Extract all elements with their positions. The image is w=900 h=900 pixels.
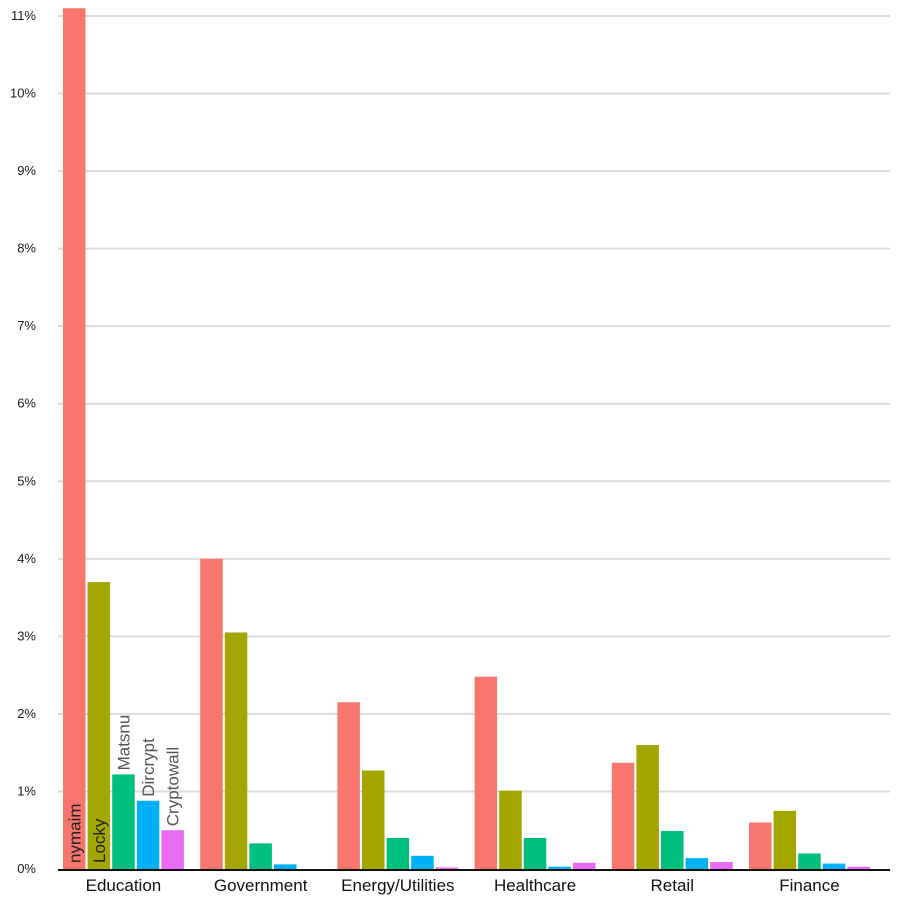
bar-cryptowall-energy-utilities (435, 867, 459, 869)
y-tick-label: 2% (17, 706, 36, 721)
bar-dircrypt-retail (685, 858, 709, 869)
bar-nymaim-healthcare (474, 676, 498, 869)
bar-dircrypt-education (136, 800, 160, 869)
y-tick-label: 1% (17, 783, 36, 798)
y-tick-label: 11% (11, 8, 36, 23)
y-axis-tick-labels: 0% 1% 2% 3% 4% 5% 6% 7% 8% 9% 10% 11% (10, 8, 36, 876)
bar-dircrypt-finance (822, 863, 846, 869)
x-category-label: Retail (651, 876, 694, 895)
bar-matsnu-finance (798, 853, 821, 869)
bar-locky-government (224, 632, 248, 869)
x-axis-category-labels: Education Government Energy/Utilities Healt… (86, 876, 840, 895)
bar-locky-retail (636, 744, 659, 869)
y-tick-label: 7% (17, 318, 36, 333)
x-category-label: Education (86, 876, 162, 895)
bar-cryptowall-finance (847, 866, 870, 869)
bar-nymaim-education (63, 8, 86, 869)
grid-lines (58, 15, 890, 793)
series-label-dircrypt: Dircrypt (139, 738, 158, 797)
series-label-nymaim: nymaim (65, 803, 84, 863)
bar-locky-healthcare (499, 790, 522, 869)
bar-matsnu-retail (661, 831, 684, 869)
y-tick-label: 5% (17, 473, 36, 488)
bar-cryptowall-education (161, 830, 184, 869)
bar-locky-energy-utilities (362, 770, 385, 869)
bar-cryptowall-healthcare (573, 862, 596, 869)
bars (63, 8, 870, 869)
bar-matsnu-healthcare (523, 837, 547, 869)
bar-matsnu-education (112, 774, 135, 869)
bar-dircrypt-government (274, 864, 297, 869)
series-label-locky: Locky (90, 818, 109, 863)
bar-cryptowall-retail (710, 862, 733, 869)
y-tick-label: 3% (17, 628, 36, 643)
bar-nymaim-finance (749, 822, 772, 869)
x-category-label: Healthcare (494, 876, 576, 895)
series-label-matsnu: Matsnu (114, 715, 133, 771)
y-tick-label: 9% (17, 163, 36, 178)
bar-nymaim-energy-utilities (337, 702, 360, 869)
x-category-label: Energy/Utilities (341, 876, 454, 895)
y-tick-label: 8% (17, 241, 36, 256)
bar-locky-education (87, 582, 111, 869)
series-labels: nymaim Locky Matsnu Dircrypt Cryptowall (65, 715, 182, 863)
bar-nymaim-government (200, 558, 223, 869)
y-tick-label: 4% (17, 551, 36, 566)
bar-nymaim-retail (611, 762, 635, 869)
series-label-cryptowall: Cryptowall (164, 747, 183, 826)
y-tick-label: 6% (17, 396, 36, 411)
y-tick-label: 0% (17, 861, 36, 876)
y-tick-label: 10% (10, 86, 36, 101)
bar-locky-finance (773, 810, 797, 869)
bar-dircrypt-healthcare (548, 866, 571, 869)
x-category-label: Finance (779, 876, 839, 895)
x-category-label: Government (214, 876, 308, 895)
bar-dircrypt-energy-utilities (411, 855, 434, 869)
bar-matsnu-government (249, 843, 272, 869)
bar-matsnu-energy-utilities (386, 837, 410, 869)
